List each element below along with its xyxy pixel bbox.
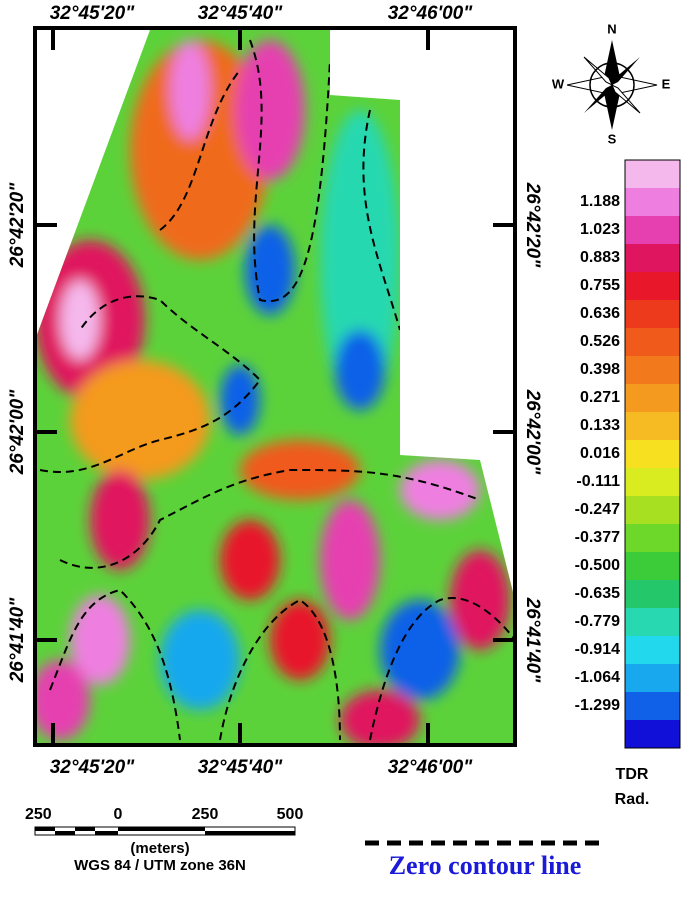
scale-bar bbox=[34, 826, 296, 836]
right-label: 26°41'40" bbox=[522, 597, 543, 684]
scale-label: 0 bbox=[114, 806, 123, 823]
legend-label: 1.188 bbox=[580, 193, 620, 210]
legend-label: -1.299 bbox=[575, 697, 620, 714]
legend-label: 0.636 bbox=[580, 305, 620, 322]
legend-swatch bbox=[625, 216, 680, 245]
legend-swatch bbox=[625, 552, 680, 581]
legend-swatch bbox=[625, 412, 680, 441]
legend-swatch bbox=[625, 356, 680, 385]
legend-swatch bbox=[625, 188, 680, 217]
legend-swatch bbox=[625, 524, 680, 553]
scale-label: 250 bbox=[192, 806, 219, 823]
tdr-map bbox=[35, 30, 515, 745]
legend-swatch bbox=[625, 384, 680, 413]
legend-label: 1.023 bbox=[580, 221, 620, 238]
legend-swatch bbox=[625, 244, 680, 273]
legend-label: -0.914 bbox=[575, 641, 620, 658]
left-label: 26°42'00" bbox=[7, 389, 28, 476]
legend-label: -0.247 bbox=[575, 501, 620, 518]
legend-label: 0.016 bbox=[580, 445, 620, 462]
legend-swatch bbox=[625, 720, 680, 749]
legend-swatch bbox=[625, 580, 680, 609]
color-legend: 1.188 1.023 0.883 0.755 0.636 0.526 0.398 0.271… bbox=[575, 159, 681, 749]
legend-swatch bbox=[625, 692, 680, 721]
legend-swatch bbox=[625, 300, 680, 329]
top-label: 32°45'20" bbox=[50, 3, 136, 24]
compass-n: N bbox=[607, 21, 616, 36]
legend-title: TDR bbox=[616, 766, 649, 783]
legend-swatch bbox=[625, 636, 680, 665]
scale-label: 500 bbox=[277, 806, 304, 823]
map-frame bbox=[33, 26, 517, 747]
legend-label: -0.779 bbox=[575, 613, 620, 630]
legend-label: -0.635 bbox=[575, 585, 620, 602]
legend-swatch bbox=[625, 328, 680, 357]
legend-swatch bbox=[625, 608, 680, 637]
compass-w: W bbox=[552, 76, 565, 91]
bottom-label: 32°46'00" bbox=[388, 757, 474, 778]
legend-label: -0.111 bbox=[576, 473, 620, 490]
top-label: 32°46'00" bbox=[388, 3, 474, 24]
legend-border bbox=[624, 159, 681, 749]
left-label: 26°42'20" bbox=[7, 182, 28, 269]
compass-e: E bbox=[662, 76, 671, 91]
legend-swatch bbox=[625, 160, 680, 189]
contour-legend: Zero contour line bbox=[389, 851, 582, 880]
frame-ticks bbox=[35, 28, 515, 745]
legend-label: -0.377 bbox=[575, 529, 620, 546]
legend-swatch bbox=[625, 272, 680, 301]
legend-swatch bbox=[625, 440, 680, 469]
projection: WGS 84 / UTM zone 36N bbox=[74, 857, 246, 874]
legend-label: 0.133 bbox=[580, 417, 620, 434]
compass-s: S bbox=[608, 131, 617, 146]
left-label: 26°41'40" bbox=[7, 597, 28, 684]
bottom-label: 32°45'40" bbox=[198, 757, 284, 778]
scale-label: 250 bbox=[25, 806, 52, 823]
legend-swatch bbox=[625, 664, 680, 693]
legend-label: 0.526 bbox=[580, 333, 620, 350]
legend-unit: Rad. bbox=[615, 791, 650, 808]
legend-label: 0.398 bbox=[580, 361, 620, 378]
legend-swatch bbox=[625, 468, 680, 497]
top-label: 32°45'40" bbox=[198, 3, 284, 24]
right-label: 26°42'00" bbox=[522, 389, 543, 476]
legend-label: 0.271 bbox=[580, 389, 620, 406]
legend-label: -0.500 bbox=[575, 557, 620, 574]
legend-label: -1.064 bbox=[575, 669, 620, 686]
compass: N S E W bbox=[552, 21, 671, 146]
legend-swatch bbox=[625, 496, 680, 525]
bottom-label: 32°45'20" bbox=[50, 757, 136, 778]
legend-label: 0.883 bbox=[580, 249, 620, 266]
scale-unit: (meters) bbox=[130, 840, 189, 857]
right-label: 26°42'20" bbox=[522, 182, 543, 269]
legend-label: 0.755 bbox=[580, 277, 620, 294]
